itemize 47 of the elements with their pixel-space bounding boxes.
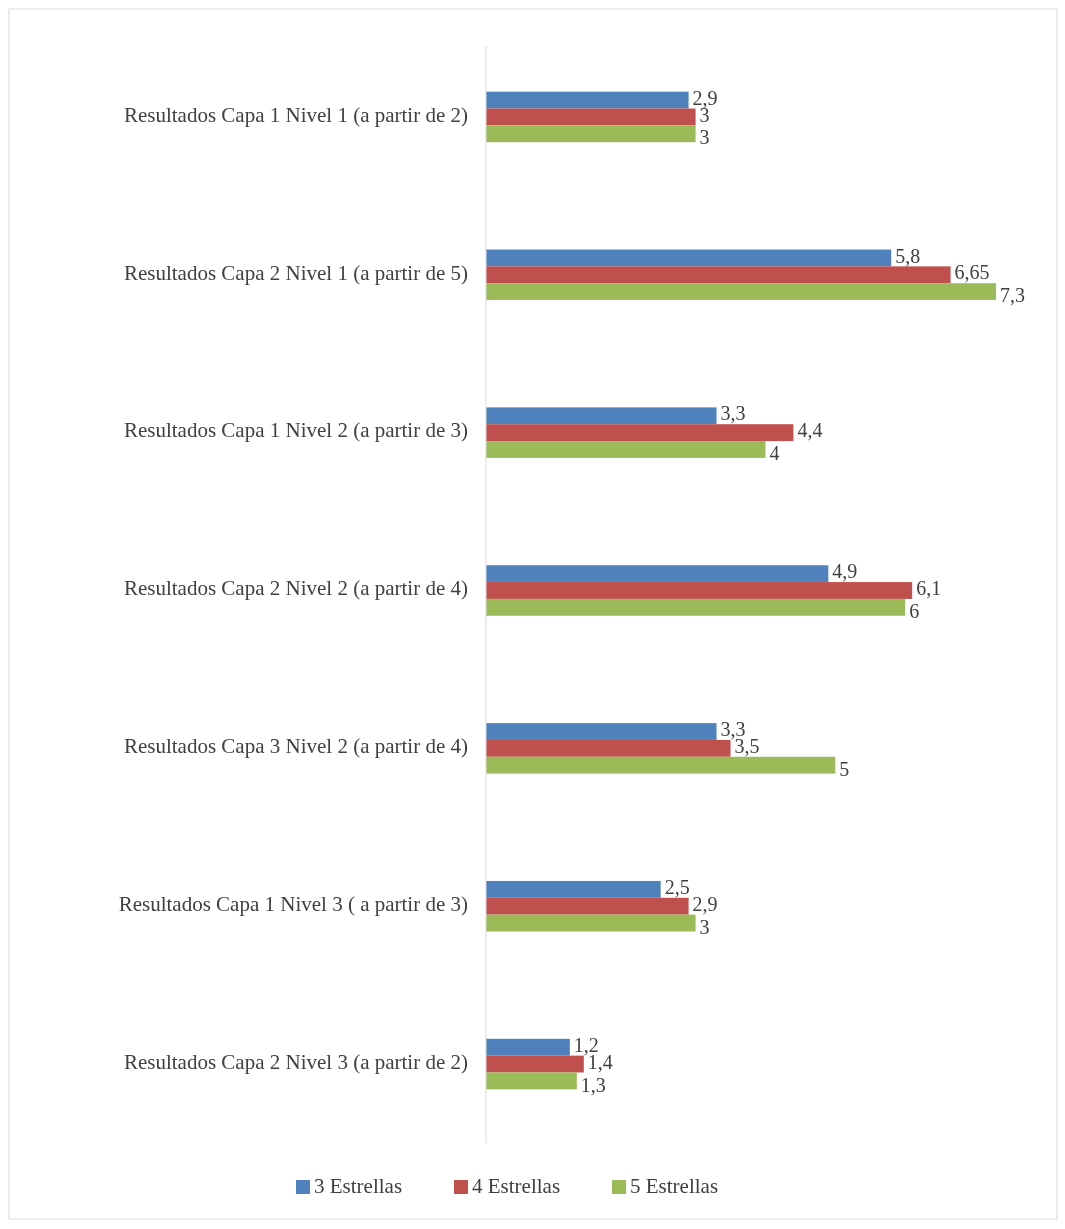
y-tick-label: Resultados Capa 1 Nivel 1 (a partir de 2): [123, 102, 468, 127]
data-label: 4,9: [832, 560, 858, 583]
legend-label: 5 Estrellas: [630, 1173, 719, 1198]
bar: [486, 897, 689, 915]
bar: [486, 283, 996, 301]
data-label: 3: [699, 126, 710, 149]
data-label: 6,1: [916, 577, 942, 600]
data-label: 2,5: [664, 875, 690, 898]
data-label: 5,8: [895, 244, 921, 267]
bar: [486, 756, 836, 774]
data-label: 1,3: [580, 1073, 606, 1096]
y-tick-label: Resultados Capa 2 Nivel 3 (a partir de 2): [123, 1049, 468, 1074]
bar: [486, 266, 951, 284]
bar: [486, 1038, 570, 1056]
y-tick-label: Resultados Capa 3 Nivel 2 (a partir de 4): [123, 734, 468, 759]
bar: [486, 598, 906, 616]
bar: [486, 1055, 584, 1073]
data-label: 3,3: [720, 402, 746, 425]
y-tick-label: Resultados Capa 2 Nivel 2 (a partir de 4): [123, 576, 468, 601]
data-label: 6: [909, 599, 920, 622]
data-label: 5: [839, 757, 850, 780]
legend-label: 4 Estrellas: [472, 1173, 561, 1198]
bar: [486, 582, 913, 599]
bar: [486, 108, 696, 126]
data-label: 3,3: [720, 718, 746, 741]
bar: [486, 441, 766, 458]
legend-label: 3 Estrellas: [314, 1173, 403, 1198]
bar: [486, 91, 689, 109]
bar: [486, 914, 696, 932]
bar: [486, 407, 717, 425]
bar: [486, 880, 661, 898]
bar: [486, 1072, 577, 1090]
y-tick-label: Resultados Capa 1 Nivel 3 ( a partir de 3): [118, 892, 468, 917]
y-tick-label: Resultados Capa 2 Nivel 1 (a partir de 5): [123, 260, 468, 285]
bar: [486, 565, 829, 583]
bar: [486, 723, 717, 740]
bar: [486, 125, 696, 143]
bar: [486, 424, 794, 442]
bar: [486, 739, 731, 757]
data-label: 4,4: [797, 419, 823, 442]
data-label: 3: [699, 915, 710, 938]
data-label: 4: [769, 442, 780, 465]
bar: [486, 249, 892, 267]
data-label: 7,3: [1000, 284, 1025, 307]
y-tick-label: Resultados Capa 1 Nivel 2 (a partir de 3): [123, 418, 468, 443]
data-label: 2,9: [692, 892, 718, 915]
data-label: 6,65: [954, 261, 990, 284]
